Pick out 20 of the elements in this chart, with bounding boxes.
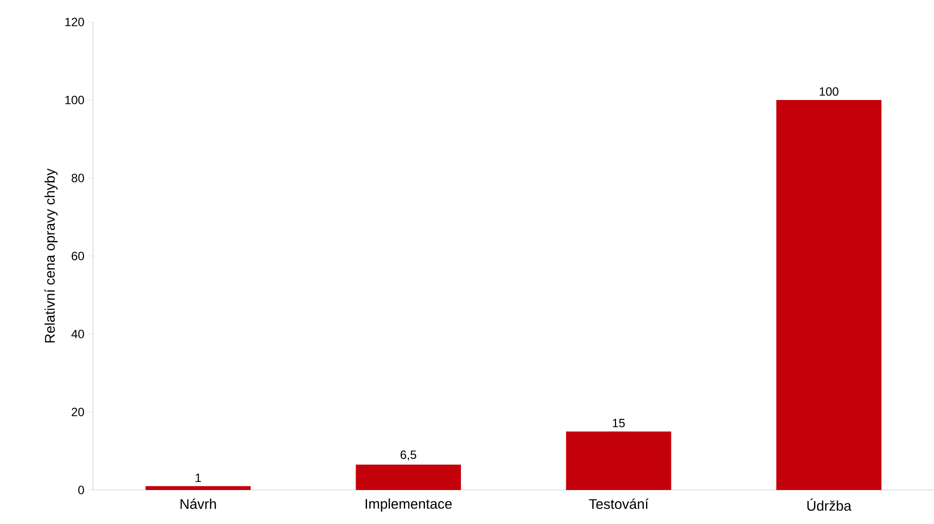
data-label: 15 bbox=[612, 418, 625, 428]
y-tick-label: 120 bbox=[65, 18, 84, 26]
data-label: 6,5 bbox=[400, 450, 416, 460]
y-tick-label: 80 bbox=[72, 174, 84, 182]
y-tick-label: 100 bbox=[65, 96, 84, 104]
y-tick-label: 0 bbox=[78, 486, 84, 494]
x-tick-label: Návrh bbox=[180, 498, 216, 509]
y-tick-label: 40 bbox=[71, 330, 84, 338]
x-tick-label: Údržba bbox=[807, 498, 852, 511]
data-label: 100 bbox=[820, 87, 838, 96]
bar bbox=[776, 100, 882, 490]
y-axis-title: Relativní cena opravy chyby bbox=[44, 168, 58, 342]
bar bbox=[146, 486, 251, 490]
y-tick-label: 60 bbox=[72, 252, 84, 260]
bar bbox=[356, 464, 461, 490]
data-label: 1 bbox=[196, 474, 201, 482]
bar bbox=[566, 431, 672, 490]
x-tick-label: Testování bbox=[588, 498, 649, 509]
x-tick-label: Implementace bbox=[366, 498, 452, 512]
y-tick-label: 20 bbox=[72, 408, 84, 416]
